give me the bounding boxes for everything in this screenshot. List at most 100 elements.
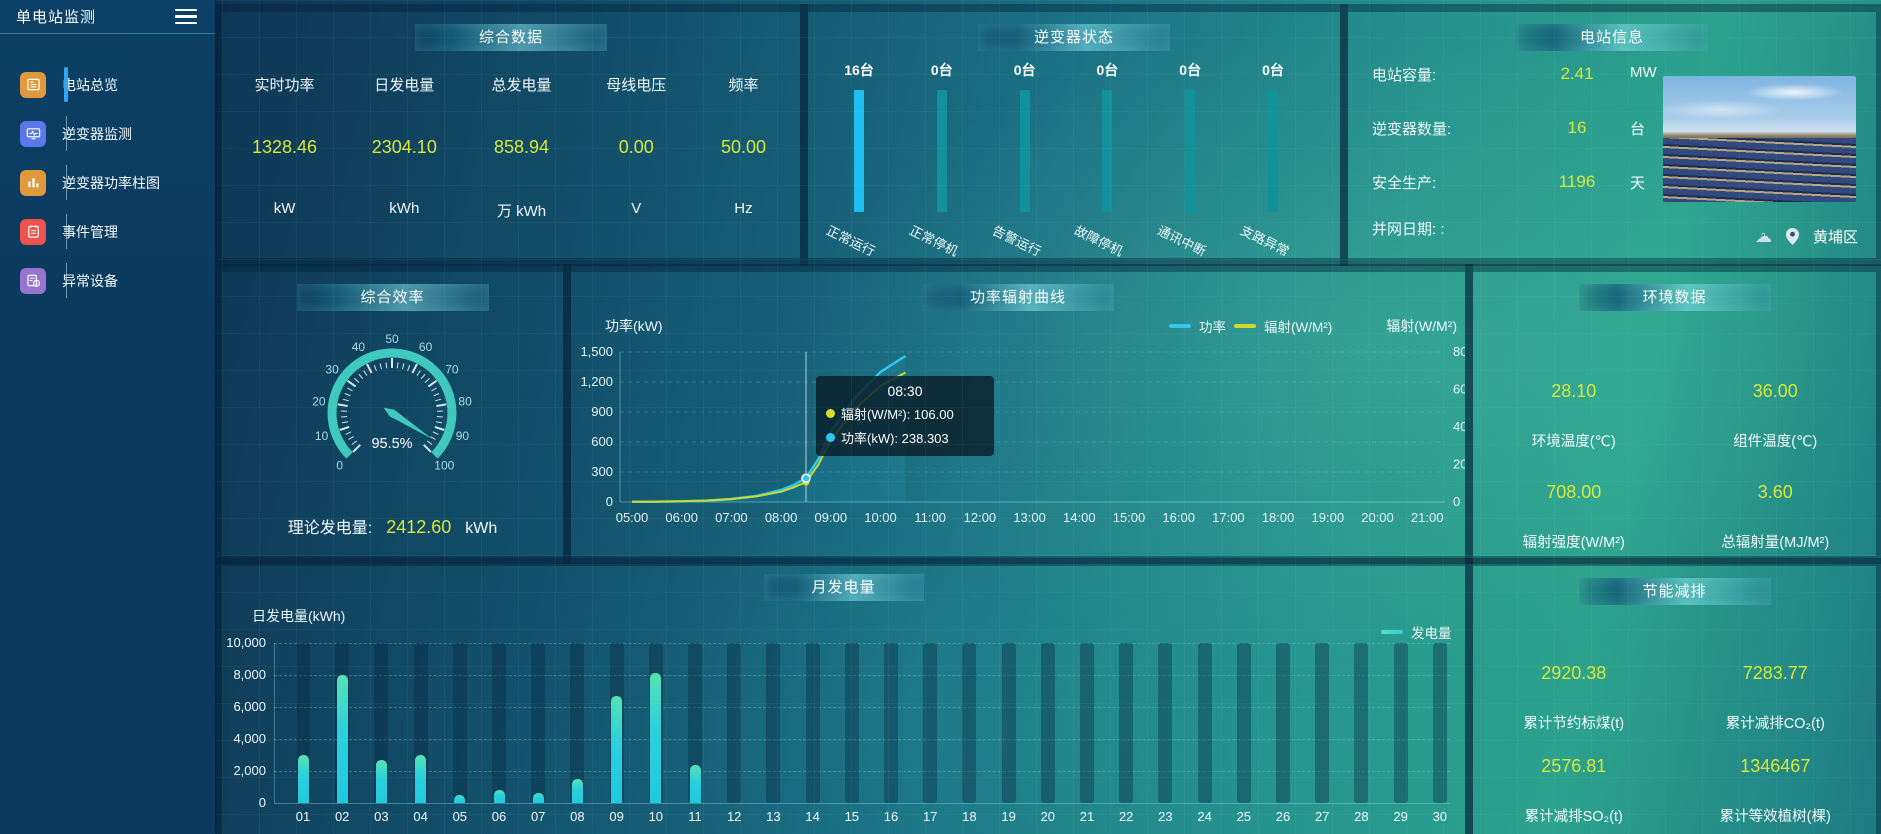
panel-savings: 节能减排 2920.38 累计节约标煤(t) 7283.77 累计减排CO₂(t) 25… — [1473, 566, 1876, 834]
monthly-x-tick: 04 — [413, 809, 428, 824]
station-row-label: 安全生产: — [1372, 175, 1437, 192]
svg-text:21:00: 21:00 — [1411, 510, 1444, 525]
metric-unit: V — [631, 200, 642, 217]
metric-label: 母线电压 — [606, 77, 667, 94]
svg-text:12:00: 12:00 — [964, 510, 997, 525]
svg-text:30: 30 — [325, 363, 339, 377]
stat-label: 累计节约标煤(t) — [1523, 716, 1625, 732]
svg-text:300: 300 — [591, 464, 613, 479]
day-bar-10[interactable] — [650, 673, 662, 803]
stat-label: 累计减排CO₂(t) — [1725, 716, 1825, 732]
app-title: 单电站监测 — [16, 9, 97, 26]
summary-metric: 日发电量 2304.10 kWh — [372, 74, 437, 221]
stat-value: 3.60 — [1757, 482, 1793, 502]
svg-text:900: 900 — [591, 404, 613, 419]
monthly-x-tick: 22 — [1118, 809, 1134, 824]
day-bar-02[interactable] — [336, 675, 348, 803]
monthly-gridline — [274, 739, 1450, 740]
menu-active-indicator — [66, 263, 67, 298]
day-shadow-bar — [1119, 643, 1134, 803]
day-shadow-bar — [962, 643, 977, 803]
savings-stat: 1346467 累计等效植树(棵) — [1675, 755, 1877, 826]
stat-value: 2920.38 — [1541, 663, 1607, 683]
monthly-y-tick: 6,000 — [233, 699, 266, 714]
right-axis-label: 辐射(W/M²) — [1386, 318, 1457, 334]
day-bar-04[interactable] — [415, 755, 427, 803]
sidebar-item-4[interactable]: 事件管理 — [0, 207, 215, 256]
event-management-icon — [20, 218, 46, 245]
monthly-x-tick: 01 — [295, 809, 311, 824]
chart-tooltip: 08:30 辐射(W/M²): 106.00 功率(kW): 238.303 — [816, 376, 994, 456]
monthly-gridline — [274, 675, 1450, 676]
monthly-y-tick: 4,000 — [233, 731, 266, 746]
monthly-y-tick: 2,000 — [233, 763, 266, 778]
stat-value: 28.10 — [1551, 381, 1597, 401]
status-bar — [936, 90, 947, 212]
svg-text:100: 100 — [434, 458, 454, 472]
stat-value: 1346467 — [1740, 756, 1811, 776]
status-label: 通讯中断 — [1155, 222, 1209, 259]
monthly-x-tick: 16 — [883, 809, 899, 824]
sidebar-item-1[interactable]: 电站总览 — [0, 60, 215, 109]
sidebar-item-label: 异常设备 — [62, 272, 118, 289]
svg-text:40: 40 — [352, 340, 366, 354]
day-bar-05[interactable] — [454, 795, 466, 803]
status-label: 正常运行 — [824, 222, 878, 259]
sidebar-item-label: 逆变器功率柱图 — [62, 174, 160, 191]
monthly-x-tick: 28 — [1354, 809, 1369, 824]
station-row-label: 电站容量: — [1372, 67, 1437, 84]
monthly-x-tick: 19 — [1001, 809, 1016, 824]
menu-active-indicator — [66, 165, 67, 200]
sidebar-item-5[interactable]: 异常设备 — [0, 256, 215, 305]
day-shadow-bar — [727, 643, 742, 803]
day-shadow-bar — [766, 643, 781, 803]
monthly-x-axis — [274, 803, 1450, 804]
panel-environment: 环境数据 28.10 环境温度(℃) 36.00 组件温度(℃) 708.00 辐射强度(… — [1473, 272, 1876, 556]
monthly-x-tick: 17 — [922, 809, 938, 824]
sidebar-item-2[interactable]: 逆变器监测 — [0, 109, 215, 158]
day-shadow-bar — [531, 643, 546, 803]
savings-stat: 2576.81 累计减排SO₂(t) — [1473, 755, 1675, 826]
savings-stat: 2920.38 累计节约标煤(t) — [1473, 662, 1675, 733]
svg-text:400: 400 — [1453, 419, 1465, 434]
power-radiation-chart[interactable]: 0 300 600 900 1,200 1,500 0 200 400 600 800 05:00 06… — [571, 272, 1465, 556]
day-bar-11[interactable] — [689, 764, 701, 803]
sidebar-item-3[interactable]: 逆变器功率柱图 — [0, 158, 215, 207]
svg-text:05:00: 05:00 — [616, 510, 649, 525]
day-shadow-bar — [923, 643, 938, 803]
day-bar-06[interactable] — [493, 790, 505, 803]
inverter-status-column: 0台 故障停机 — [1066, 60, 1148, 259]
svg-text:800: 800 — [1453, 344, 1465, 359]
panel-title: 节能减排 — [1578, 578, 1771, 605]
panel-power-radiation: 功率辐射曲线 功率(kW) 功率 辐射(W/M²) 辐射(W/M²) 0 300 60… — [571, 272, 1465, 556]
day-bar-01[interactable] — [297, 755, 309, 803]
day-bar-09[interactable] — [611, 695, 623, 803]
hamburger-menu-icon[interactable] — [175, 8, 197, 25]
day-bar-03[interactable] — [375, 759, 387, 803]
sidebar-header: 单电站监测 — [0, 0, 215, 34]
metric-unit: Hz — [734, 200, 753, 217]
stat-label: 总辐射量(MJ/M²) — [1721, 535, 1830, 551]
inverter-status-column: 16台 正常运行 — [818, 60, 900, 259]
monthly-x-tick: 03 — [374, 809, 389, 824]
environment-stats: 28.10 环境温度(℃) 36.00 组件温度(℃) 708.00 辐射强度(W/M²)… — [1473, 380, 1876, 552]
day-bar-08[interactable] — [571, 779, 583, 803]
status-bar — [854, 90, 864, 212]
day-shadow-bar — [1197, 643, 1212, 803]
weather-cloud-icon[interactable]: ☁? — [1754, 227, 1772, 246]
monthly-energy-chart[interactable]: 10,000 8,000 6,000 4,000 2,000 0 01 02 03 04 05 06 0… — [222, 566, 1465, 834]
inverter-status-column: 0台 正常停机 — [901, 60, 983, 259]
svg-text:50: 50 — [385, 332, 399, 346]
monthly-x-tick: 21 — [1079, 809, 1095, 824]
day-bar-07[interactable] — [532, 792, 544, 803]
day-shadow-bar — [1080, 643, 1094, 803]
station-row-unit: MW — [1630, 64, 1657, 81]
location-pin-icon[interactable] — [1785, 228, 1799, 245]
day-shadow-bar — [1432, 643, 1447, 803]
svg-text:95.5%: 95.5% — [371, 436, 412, 452]
monthly-x-tick: 06 — [491, 809, 507, 824]
status-count: 0台 — [1179, 62, 1202, 78]
status-count: 0台 — [1096, 62, 1119, 78]
legend-swatch — [1169, 324, 1191, 328]
